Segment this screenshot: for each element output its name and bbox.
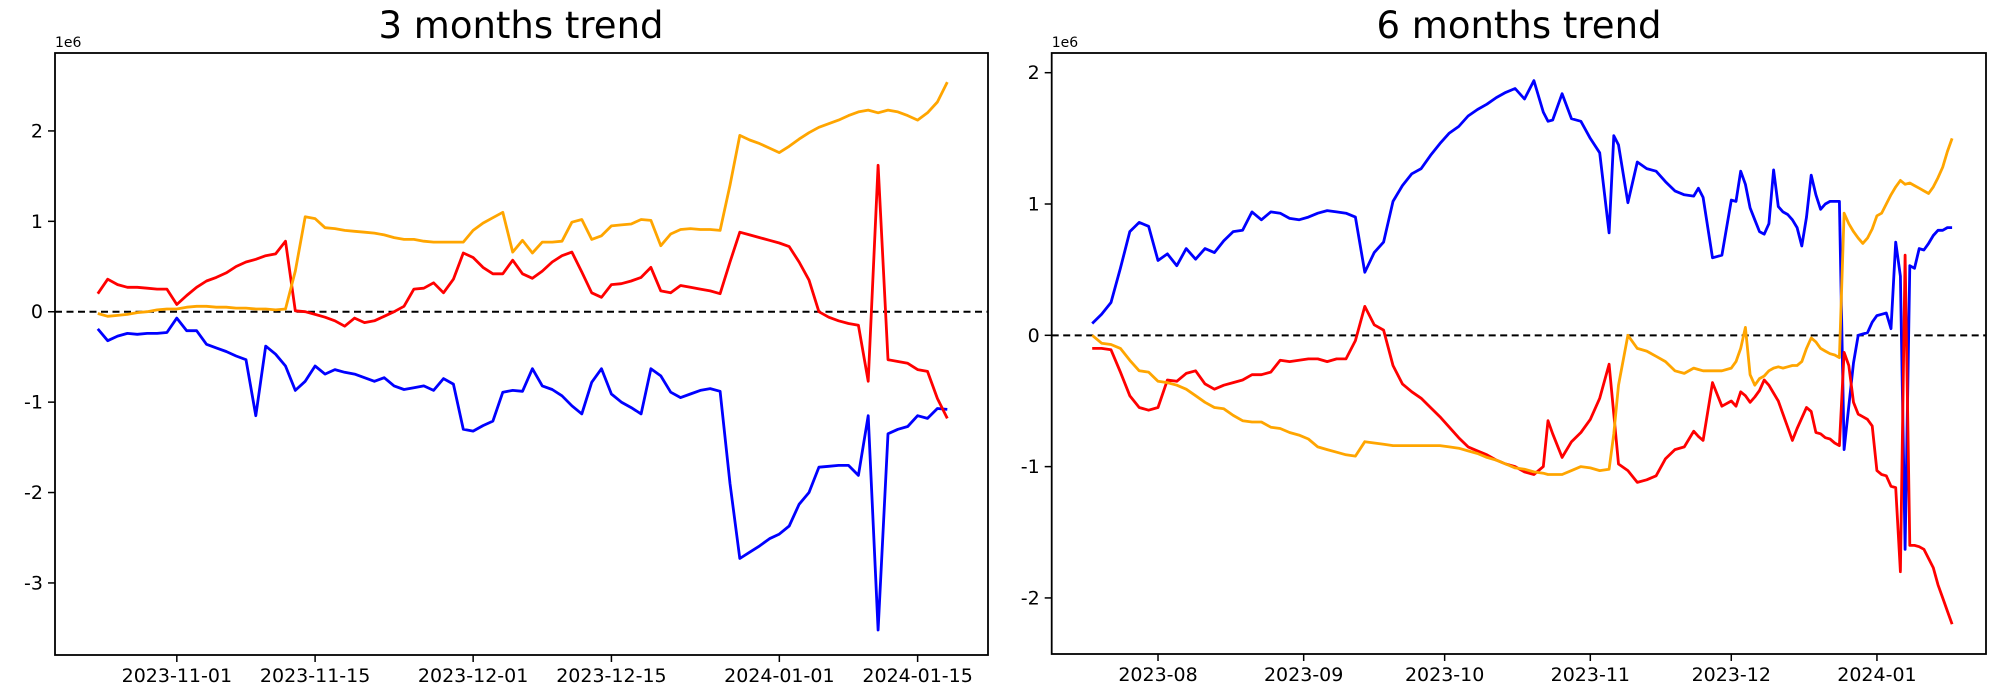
x-tick-label: 2024-01-01: [724, 665, 834, 687]
chart-3-months-trend: 2 1 0 -1 -2 -3 2023-11-01 2023-11-15 2023-12-01 2…: [24, 35, 989, 687]
x-tick-label: 2023-08: [1118, 664, 1197, 686]
y-tick-label: 0: [31, 301, 43, 323]
series-line-red: [96, 163, 949, 420]
y-tick-label: 2: [1028, 62, 1040, 84]
y-tick-label: -2: [24, 482, 43, 504]
chart-6-months-trend: 2 1 0 -1 -2 2023-08 2023-09 2023-10 2023-11 2023-…: [1021, 35, 1987, 686]
y-tick-label: -1: [24, 392, 43, 414]
y-tick-label: -2: [1021, 587, 1040, 609]
y-tick-label: 0: [1028, 325, 1040, 347]
y-tick-label: 1: [1028, 194, 1040, 216]
series-line-orange: [97, 81, 949, 318]
axes-box: [1050, 52, 1987, 655]
x-tick-label: 2023-12-01: [418, 665, 528, 687]
chart-title-6-months: 6 months trend: [1376, 4, 1662, 47]
x-tick-label: 2024-01: [1837, 664, 1916, 686]
y-tick-label: -3: [24, 572, 43, 594]
y-tick-label: 1: [31, 211, 43, 233]
series-line-blue: [96, 316, 948, 632]
series-line-red: [1092, 253, 1954, 625]
x-tick-label: 2023-12: [1692, 664, 1771, 686]
x-tick-label: 2023-11-15: [260, 665, 370, 687]
y-tick-label: 2: [31, 120, 43, 142]
series-line-blue: [1091, 79, 1953, 551]
x-tick-label: 2023-11: [1551, 664, 1630, 686]
axis-offset-label: 1e6: [55, 35, 82, 51]
series-line-orange: [1091, 137, 1954, 476]
x-tick-label: 2023-12-15: [556, 665, 666, 687]
x-tick-label: 2023-10: [1405, 664, 1484, 686]
y-tick-label: -1: [1021, 456, 1040, 478]
x-tick-label: 2023-11-01: [122, 665, 232, 687]
axis-offset-label: 1e6: [1052, 35, 1079, 51]
x-tick-label: 2023-09: [1264, 664, 1343, 686]
chart-title-3-months: 3 months trend: [378, 4, 664, 47]
axes-box: [54, 52, 989, 656]
x-tick-label: 2024-01-15: [862, 665, 972, 687]
